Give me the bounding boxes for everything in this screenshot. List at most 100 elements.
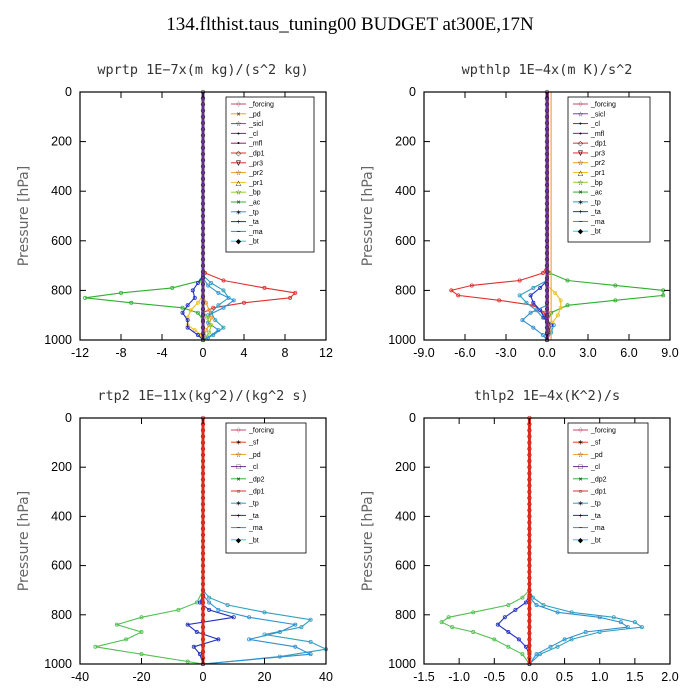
y-tick-label: 200 (51, 135, 72, 149)
zero-profile-marker (527, 446, 532, 451)
legend-box (567, 96, 651, 243)
x-tick-label: -1.5 (413, 670, 435, 684)
legend-marker: × (578, 476, 582, 483)
legend-label: _cl (248, 131, 258, 138)
legend-marker: − (578, 219, 582, 226)
data-point (216, 607, 221, 612)
legend-label: _dp1 (590, 489, 607, 496)
data-point (207, 595, 212, 600)
y-tick-label: 0 (409, 411, 416, 425)
zero-profile-marker (527, 483, 532, 488)
data-point (209, 323, 214, 328)
legend-marker: ◆ (578, 229, 584, 236)
zero-profile-marker (527, 526, 532, 531)
zero-profile-marker (544, 151, 550, 157)
legend-marker: ☆ (235, 189, 241, 197)
data-point (538, 285, 543, 290)
zero-profile-marker (200, 526, 206, 531)
zero-profile-marker (200, 495, 206, 501)
data-point (226, 295, 231, 300)
zero-profile-marker (544, 120, 550, 126)
zero-profile-marker (544, 306, 550, 312)
zero-profile-marker (200, 520, 206, 525)
legend-marker: × (578, 190, 582, 197)
zero-profile-marker (200, 612, 206, 617)
legend-label: _ma (248, 229, 263, 236)
zero-profile-marker (544, 300, 550, 305)
legend-label: _bp (248, 190, 261, 197)
data-point (139, 615, 144, 620)
zero-profile-marker (544, 133, 550, 138)
data-point (506, 644, 511, 649)
data-point (216, 328, 221, 333)
series-line-_tp (202, 589, 328, 665)
y-tick-label: 200 (51, 460, 72, 474)
legend-marker: + (236, 219, 240, 226)
legend-label: _sf (590, 440, 600, 447)
zero-profile-marker (200, 319, 206, 324)
y-axis-label: Pressure [hPa] (360, 166, 376, 266)
zero-profile-marker (527, 594, 532, 599)
legend-marker: ☆ (235, 120, 241, 128)
zero-profile-marker (200, 244, 206, 250)
data-point (185, 318, 190, 323)
data-point (216, 303, 221, 308)
zero-profile-marker (527, 606, 532, 611)
legend-label: _ta (248, 219, 259, 226)
zero-profile-marker (527, 434, 532, 439)
data-point (206, 335, 211, 340)
x-tick-label: 0 (200, 670, 207, 684)
legend-label: _pr1 (248, 180, 263, 187)
zero-profile-marker (527, 440, 532, 445)
data-point (565, 278, 570, 283)
legend-marker: ∗ (578, 199, 584, 206)
y-axis-label: Pressure [hPa] (16, 491, 32, 591)
y-tick-label: 0 (65, 85, 72, 99)
legend-label: _tp (590, 501, 601, 508)
x-tick-label: 6.0 (620, 346, 637, 360)
data-point (293, 644, 298, 649)
zero-profile-marker (544, 182, 550, 188)
zero-profile-marker (200, 133, 206, 138)
zero-profile-marker (200, 207, 206, 212)
data-point (540, 271, 545, 276)
zero-profile-marker (200, 213, 206, 219)
data-point (562, 637, 567, 642)
data-point (531, 300, 536, 305)
data-point (190, 288, 195, 293)
legend-marker: ∗ (578, 501, 584, 508)
panel-4: thlp2 1E−4x(K^2)/s Pressure [hPa] -1.5 -1.0… (360, 388, 679, 684)
plot-frame (423, 417, 671, 665)
zero-profile-marker (200, 557, 206, 562)
legend-marker: ◆ (578, 537, 584, 544)
legend-marker: × (236, 200, 240, 207)
data-point (541, 602, 546, 607)
zero-profile-marker (527, 471, 532, 476)
legend-marker: × (236, 476, 240, 483)
zero-profile-marker (200, 232, 206, 237)
zero-profile-marker (200, 501, 206, 507)
legend-box (225, 422, 307, 554)
legend-marker: + (578, 513, 582, 520)
data-point (506, 602, 511, 607)
x-tick-label: 8 (282, 346, 289, 360)
zero-profile-marker (527, 581, 532, 587)
data-point (195, 280, 200, 285)
data-point (613, 283, 618, 288)
data-point (194, 630, 199, 635)
zero-profile-marker (527, 520, 532, 525)
panel-title: wpthlp 1E−4x(m K)/s^2 (462, 62, 633, 78)
y-tick-label: 600 (395, 559, 416, 573)
series-line-_ma (202, 277, 235, 341)
legend-label: _pr3 (248, 160, 263, 167)
data-point (449, 288, 454, 293)
data-point (497, 298, 502, 303)
y-tick-label: 400 (51, 184, 72, 198)
zero-profile-marker (200, 514, 206, 519)
y-axis-label: Pressure [hPa] (16, 166, 32, 266)
data-point (192, 295, 197, 300)
y-tick-label: 800 (395, 283, 416, 297)
data-point (520, 652, 525, 657)
data-point (221, 325, 226, 330)
legend-label: _bp (590, 180, 603, 187)
